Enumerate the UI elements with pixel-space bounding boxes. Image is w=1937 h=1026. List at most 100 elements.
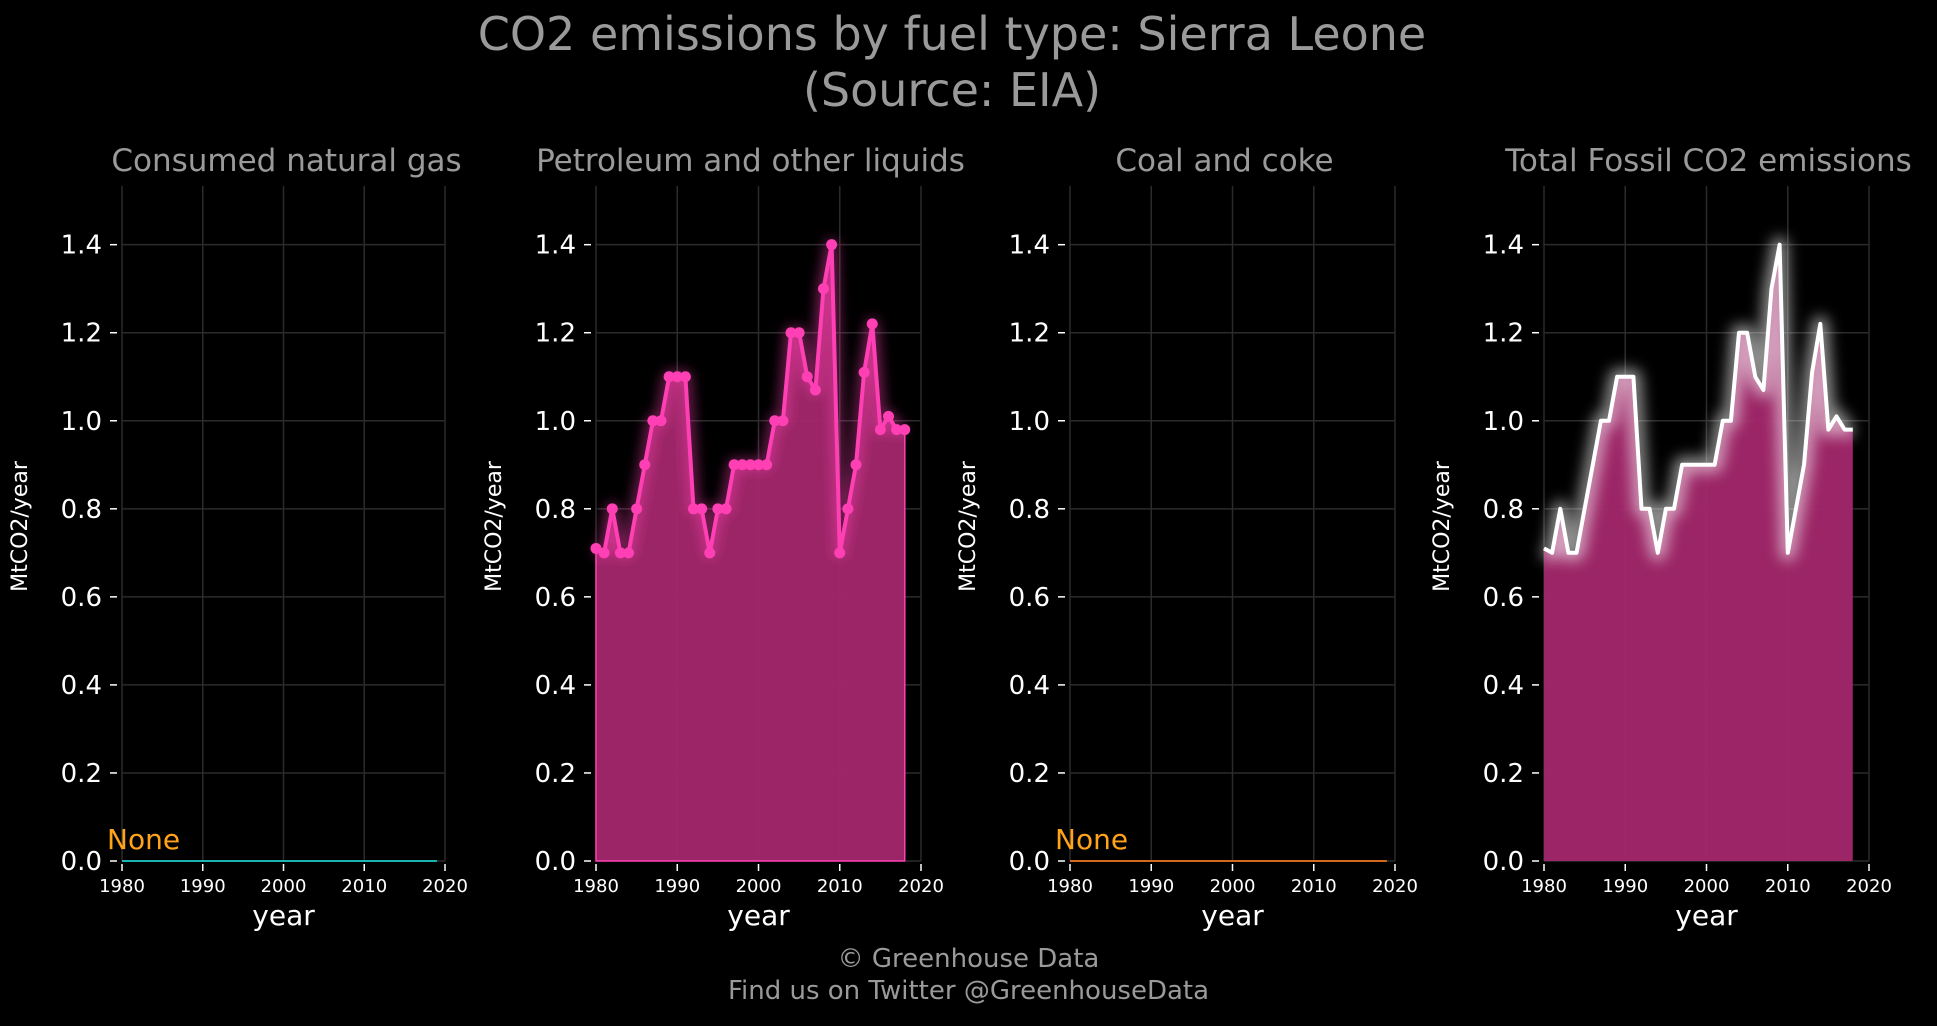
data-point [809, 384, 821, 396]
data-point [850, 459, 862, 471]
panel-2: Petroleum and other liquids 0.0 0.2 0.4 0.6 0… [482, 143, 965, 932]
data-point [842, 503, 854, 515]
y-tick-label: 0.8 [535, 495, 576, 525]
data-point [899, 424, 911, 436]
series-area [1544, 244, 1853, 861]
data-point [704, 547, 716, 559]
chart-panels: Consumed natural gas 0.0 0.2 0.4 0.6 0.8 1.0 1.… [8, 143, 1912, 932]
y-tick-label: 1.4 [61, 231, 102, 261]
x-tick-label: 2010 [817, 876, 863, 897]
data-point [761, 459, 773, 471]
x-axis-label: year [1675, 899, 1738, 932]
x-tick-label: 2020 [898, 876, 944, 897]
figure-subtitle: (Source: EIA) [803, 63, 1101, 117]
panel-title: Coal and coke [1115, 143, 1333, 179]
x-tick-label: 1990 [654, 876, 700, 897]
x-tick-label: 2010 [1291, 876, 1337, 897]
y-axis-label: MtCO2/year [1430, 460, 1455, 592]
y-tick-label: 0.4 [1483, 671, 1524, 701]
y-tick-label: 0.0 [61, 847, 102, 877]
data-point [647, 415, 659, 427]
y-tick-label: 0.4 [535, 671, 576, 701]
x-axis-label: year [727, 899, 790, 932]
y-tick-label: 1.2 [1009, 319, 1050, 349]
panel-title: Total Fossil CO2 emissions [1504, 143, 1912, 179]
x-tick-label: 1980 [1047, 876, 1093, 897]
data-point [663, 371, 675, 383]
x-tick-label: 2000 [1684, 876, 1730, 897]
data-point [639, 459, 651, 471]
data-point [785, 327, 797, 339]
series-line [1543, 242, 1853, 555]
y-tick-label: 1.0 [61, 407, 102, 437]
y-tick-label: 0.0 [1009, 847, 1050, 877]
data-point [631, 503, 643, 515]
x-tick-label: 2020 [422, 876, 468, 897]
y-tick-label: 0.4 [1009, 671, 1050, 701]
none-annotation: None [107, 823, 180, 856]
y-tick-label: 0.0 [1483, 847, 1524, 877]
figure-title: CO2 emissions by fuel type: Sierra Leone [478, 7, 1427, 61]
y-tick-label: 0.6 [535, 583, 576, 613]
y-tick-label: 1.4 [1009, 231, 1050, 261]
none-annotation: None [1055, 823, 1128, 856]
data-point [679, 371, 691, 383]
data-point [753, 459, 764, 471]
y-tick-label: 1.2 [535, 319, 576, 349]
y-tick-label: 0.6 [1009, 583, 1050, 613]
y-tick-label: 0.2 [535, 759, 576, 789]
series-area [595, 244, 906, 862]
data-point [614, 547, 626, 559]
y-axis-label: MtCO2/year [956, 460, 981, 592]
data-point [777, 415, 789, 427]
panel-1: Consumed natural gas 0.0 0.2 0.4 0.6 0.8 1.0 1.… [8, 143, 468, 932]
x-tick-label: 1990 [1128, 876, 1174, 897]
data-point [769, 415, 781, 427]
data-point [712, 503, 724, 515]
x-tick-label: 1980 [99, 876, 145, 897]
x-tick-label: 1980 [1521, 876, 1567, 897]
x-tick-label: 2020 [1372, 876, 1418, 897]
data-point [688, 503, 699, 515]
y-tick-label: 0.6 [61, 583, 102, 613]
y-tick-label: 0.8 [1483, 495, 1524, 525]
footer-copyright: © Greenhouse Data [837, 944, 1100, 974]
footer-twitter: Find us on Twitter @GreenhouseData [727, 976, 1210, 1006]
y-tick-label: 0.8 [61, 495, 102, 525]
y-tick-label: 1.4 [535, 231, 576, 261]
data-point [590, 542, 602, 554]
data-point [606, 503, 618, 515]
data-point [736, 459, 748, 471]
data-point [744, 459, 756, 471]
data-point [671, 371, 683, 383]
y-tick-label: 1.4 [1483, 231, 1524, 261]
data-point [598, 547, 610, 559]
x-tick-label: 1990 [1602, 876, 1648, 897]
x-tick-label: 1980 [573, 876, 619, 897]
data-point [826, 239, 838, 251]
x-tick-label: 1990 [180, 876, 226, 897]
y-tick-label: 1.0 [535, 407, 576, 437]
panel-title: Consumed natural gas [111, 143, 461, 179]
y-tick-label: 1.0 [1483, 407, 1524, 437]
x-tick-label: 2020 [1846, 876, 1892, 897]
panel-4: Total Fossil CO2 emissions 0.0 0.2 0.4 0.6 0.… [1430, 143, 1912, 932]
data-point [866, 318, 878, 330]
y-tick-label: 0.0 [535, 847, 576, 877]
y-tick-label: 0.2 [1009, 759, 1050, 789]
x-tick-label: 2000 [261, 876, 307, 897]
x-tick-label: 2000 [1210, 876, 1256, 897]
x-tick-label: 2000 [736, 876, 782, 897]
data-point [728, 459, 740, 471]
data-point [858, 366, 870, 378]
x-axis-label: year [252, 899, 315, 932]
data-point [720, 503, 732, 515]
x-axis-label: year [1201, 899, 1264, 932]
data-point [623, 547, 634, 559]
y-axis-label: MtCO2/year [8, 460, 33, 592]
y-tick-label: 0.8 [1009, 495, 1050, 525]
data-point [696, 503, 708, 515]
data-point [818, 283, 829, 295]
y-tick-label: 1.0 [1009, 407, 1050, 437]
